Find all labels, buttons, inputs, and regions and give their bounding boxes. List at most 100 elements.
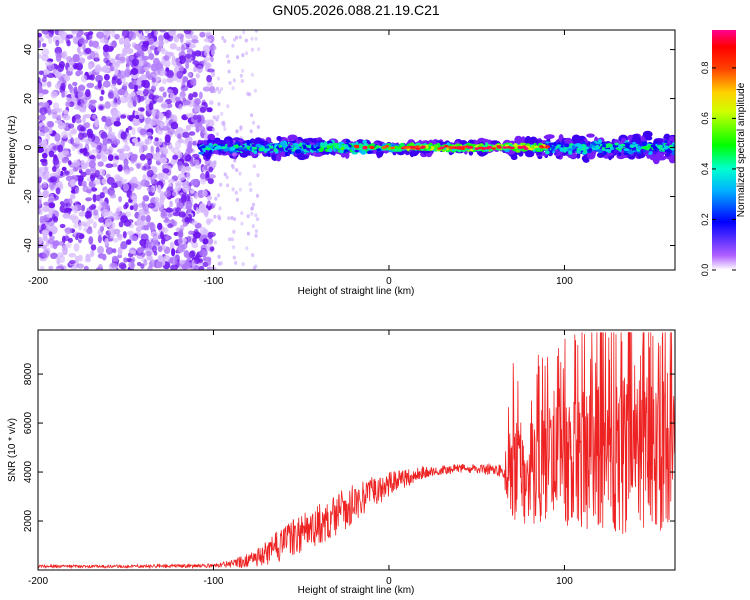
band-cell: [533, 142, 537, 146]
noise-blob: [216, 193, 221, 198]
band-cell: [288, 142, 294, 146]
noise-blob: [104, 218, 113, 226]
band-underlay: [518, 151, 524, 157]
band-cell: [567, 148, 573, 152]
noise-blob: [195, 126, 200, 133]
band-cell: [586, 142, 590, 147]
noise-blob: [85, 197, 92, 202]
noise-blob: [194, 192, 199, 200]
noise-blob: [192, 237, 197, 244]
noise-blob: [89, 172, 97, 179]
noise-blob: [127, 114, 131, 120]
band-cell: [605, 149, 611, 152]
noise-blob: [101, 115, 107, 123]
noise-blob: [184, 166, 192, 172]
noise-blob: [163, 255, 171, 261]
noise-blob: [220, 111, 224, 116]
band-cell: [313, 144, 318, 148]
noise-blob: [123, 158, 129, 166]
band-cell: [323, 143, 327, 148]
band-cell: [597, 139, 602, 144]
noise-blob: [38, 53, 42, 59]
band-underlay: [586, 133, 595, 138]
band-cell: [556, 144, 562, 147]
band-cell: [198, 151, 205, 155]
noise-blob: [88, 63, 93, 70]
noise-blob: [177, 161, 184, 170]
noise-blob: [207, 200, 211, 207]
noise-blob: [101, 65, 110, 73]
noise-blob: [43, 236, 48, 241]
noise-blob: [48, 144, 53, 149]
noise-blob: [40, 223, 47, 231]
y-tick-label: 20: [23, 93, 34, 105]
noise-blob: [138, 30, 142, 34]
x-tick-label: 100: [556, 576, 573, 587]
noise-blob: [85, 89, 91, 98]
noise-blob: [50, 252, 58, 259]
noise-blob: [166, 122, 171, 131]
noise-blob: [70, 179, 76, 187]
snr-series-line: [38, 331, 675, 570]
noise-blob: [190, 161, 195, 167]
noise-blob: [41, 152, 48, 159]
noise-blob: [48, 265, 54, 270]
noise-blob: [120, 241, 128, 250]
band-cell: [229, 140, 234, 144]
band-cell: [215, 145, 222, 150]
band-cell: [302, 145, 307, 150]
noise-blob: [57, 64, 64, 72]
noise-blob: [188, 93, 194, 101]
snr-y-label: SNR (10 * v/v): [7, 418, 18, 482]
noise-blob: [82, 103, 90, 108]
noise-blob: [58, 30, 63, 37]
noise-blob: [73, 86, 78, 95]
noise-blob: [102, 80, 111, 88]
noise-blob: [97, 80, 102, 89]
band-cell: [544, 141, 551, 144]
noise-blob: [228, 237, 232, 242]
noise-blob: [108, 227, 116, 236]
noise-blob: [230, 216, 234, 220]
band-cell: [455, 143, 459, 147]
noise-blob: [227, 59, 231, 64]
noise-blob: [73, 223, 79, 229]
noise-blob: [184, 154, 191, 162]
snr-frame: [37, 329, 676, 571]
noise-blob: [249, 188, 253, 192]
noise-blob: [178, 211, 186, 218]
noise-blob: [83, 31, 91, 37]
noise-blob: [180, 35, 184, 44]
noise-blob: [200, 177, 206, 185]
noise-blob: [136, 261, 142, 267]
noise-blob: [257, 47, 261, 52]
band-cell: [291, 149, 296, 152]
noise-blob: [150, 31, 155, 37]
noise-blob: [216, 132, 220, 137]
noise-blob: [180, 194, 187, 203]
noise-blob: [157, 172, 164, 180]
noise-blob: [72, 81, 78, 87]
noise-blob: [213, 240, 217, 245]
noise-blob: [238, 35, 242, 40]
noise-blob: [174, 62, 182, 69]
noise-blob: [122, 47, 128, 55]
noise-blob: [121, 30, 130, 38]
noise-blob: [213, 160, 217, 165]
noise-blob: [140, 128, 146, 134]
noise-blob: [179, 259, 185, 265]
noise-blob: [223, 172, 227, 177]
noise-blob: [166, 77, 174, 83]
noise-blob: [46, 213, 53, 219]
noise-blob: [99, 95, 104, 102]
noise-blob: [218, 216, 222, 221]
noise-blob: [207, 231, 213, 239]
noise-blob: [52, 166, 57, 172]
band-cell: [332, 151, 336, 156]
noise-blob: [175, 71, 183, 78]
noise-blob: [38, 40, 42, 48]
noise-blob: [86, 217, 94, 225]
noise-blob: [234, 190, 238, 195]
noise-blob: [192, 60, 199, 65]
band-cell: [201, 145, 206, 149]
